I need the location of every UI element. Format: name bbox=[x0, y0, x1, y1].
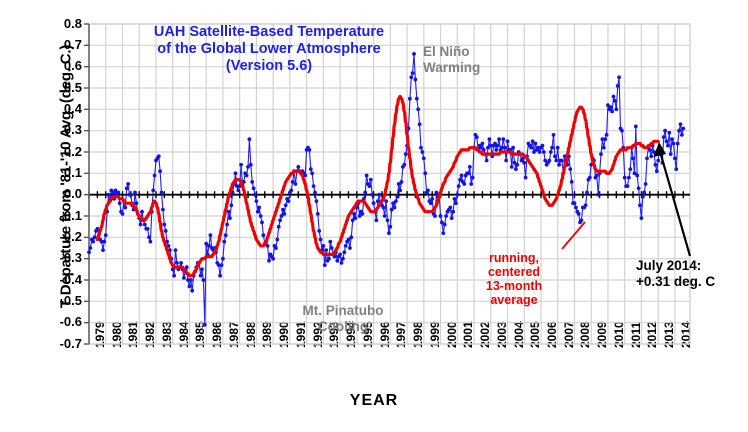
chart-title-line-3: (Version 5.6) bbox=[225, 58, 313, 74]
annotation-running-average: running, centered 13-month average bbox=[466, 251, 562, 307]
running-average-leader-line bbox=[561, 221, 586, 250]
annotation-el-nino: El Niño Warming bbox=[423, 44, 480, 76]
annotation-el-nino-line-1: El Niño bbox=[423, 44, 470, 59]
annotation-mt-pinatubo-line-2: Cooling bbox=[317, 319, 369, 334]
annotation-running-average-line-2: centered bbox=[487, 265, 541, 279]
y-axis-tick-label: 0.2 bbox=[63, 143, 82, 159]
y-axis-tick-label: 0.5 bbox=[63, 79, 82, 95]
annotation-july-2014: July 2014: +0.31 deg. C bbox=[636, 258, 715, 290]
chart-title-line-2: of the Global Lower Atmosphere bbox=[157, 41, 381, 57]
july-2014-arrow bbox=[653, 142, 692, 257]
y-axis-tick-label: 0.7 bbox=[63, 36, 82, 52]
annotation-july-2014-line-2: +0.31 deg. C bbox=[636, 274, 716, 289]
y-axis-tick-label: -0.6 bbox=[59, 314, 82, 330]
annotation-el-nino-line-2: Warming bbox=[423, 60, 481, 75]
annotation-july-2014-line-1: July 2014: bbox=[636, 258, 702, 273]
annotation-mt-pinatubo-line-1: Mt. Pinatubo bbox=[302, 303, 384, 318]
y-axis-tick-label: -0.2 bbox=[59, 228, 82, 244]
running-13-month-average-line bbox=[95, 94, 660, 278]
y-axis-tick-label: -0.7 bbox=[59, 335, 82, 351]
y-axis-tick-label: 0.1 bbox=[63, 164, 82, 180]
annotation-mt-pinatubo: Mt. Pinatubo Cooling bbox=[283, 303, 403, 335]
x-axis-title: YEAR bbox=[349, 392, 399, 409]
y-axis-tick-label: 0.0 bbox=[63, 186, 82, 202]
annotation-running-average-line-4: average bbox=[490, 293, 538, 307]
y-axis-tick-label: 0.8 bbox=[63, 15, 82, 31]
y-axis-tick-label: 0.4 bbox=[63, 100, 82, 116]
y-axis-tick-label: -0.4 bbox=[59, 271, 82, 287]
y-axis-tick-label: -0.3 bbox=[59, 250, 82, 266]
annotation-running-average-line-1: running, bbox=[489, 251, 539, 265]
y-axis-tick-label: -0.5 bbox=[59, 292, 82, 308]
y-axis-tick-label: 0.3 bbox=[63, 122, 82, 138]
chart-title-line-1: UAH Satellite-Based Temperature bbox=[153, 24, 385, 40]
annotation-running-average-line-3: 13-month bbox=[485, 279, 543, 293]
y-axis-tick-label: 0.6 bbox=[63, 58, 82, 74]
monthly-anomaly-markers bbox=[87, 52, 686, 327]
chart-title: UAH Satellite-Based Temperature of the G… bbox=[110, 24, 428, 75]
y-axis-tick-label: -0.1 bbox=[59, 207, 82, 223]
